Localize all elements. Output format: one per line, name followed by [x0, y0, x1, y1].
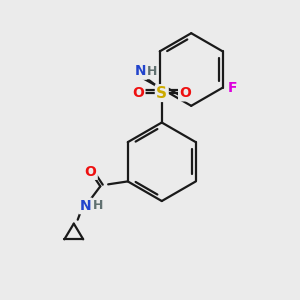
Text: O: O: [85, 165, 96, 178]
Text: H: H: [147, 65, 157, 78]
Text: F: F: [228, 81, 237, 95]
Text: S: S: [156, 85, 167, 100]
Text: N: N: [134, 64, 146, 79]
Text: H: H: [93, 200, 104, 212]
Text: N: N: [80, 199, 92, 213]
Text: O: O: [179, 86, 191, 100]
Text: O: O: [132, 86, 144, 100]
